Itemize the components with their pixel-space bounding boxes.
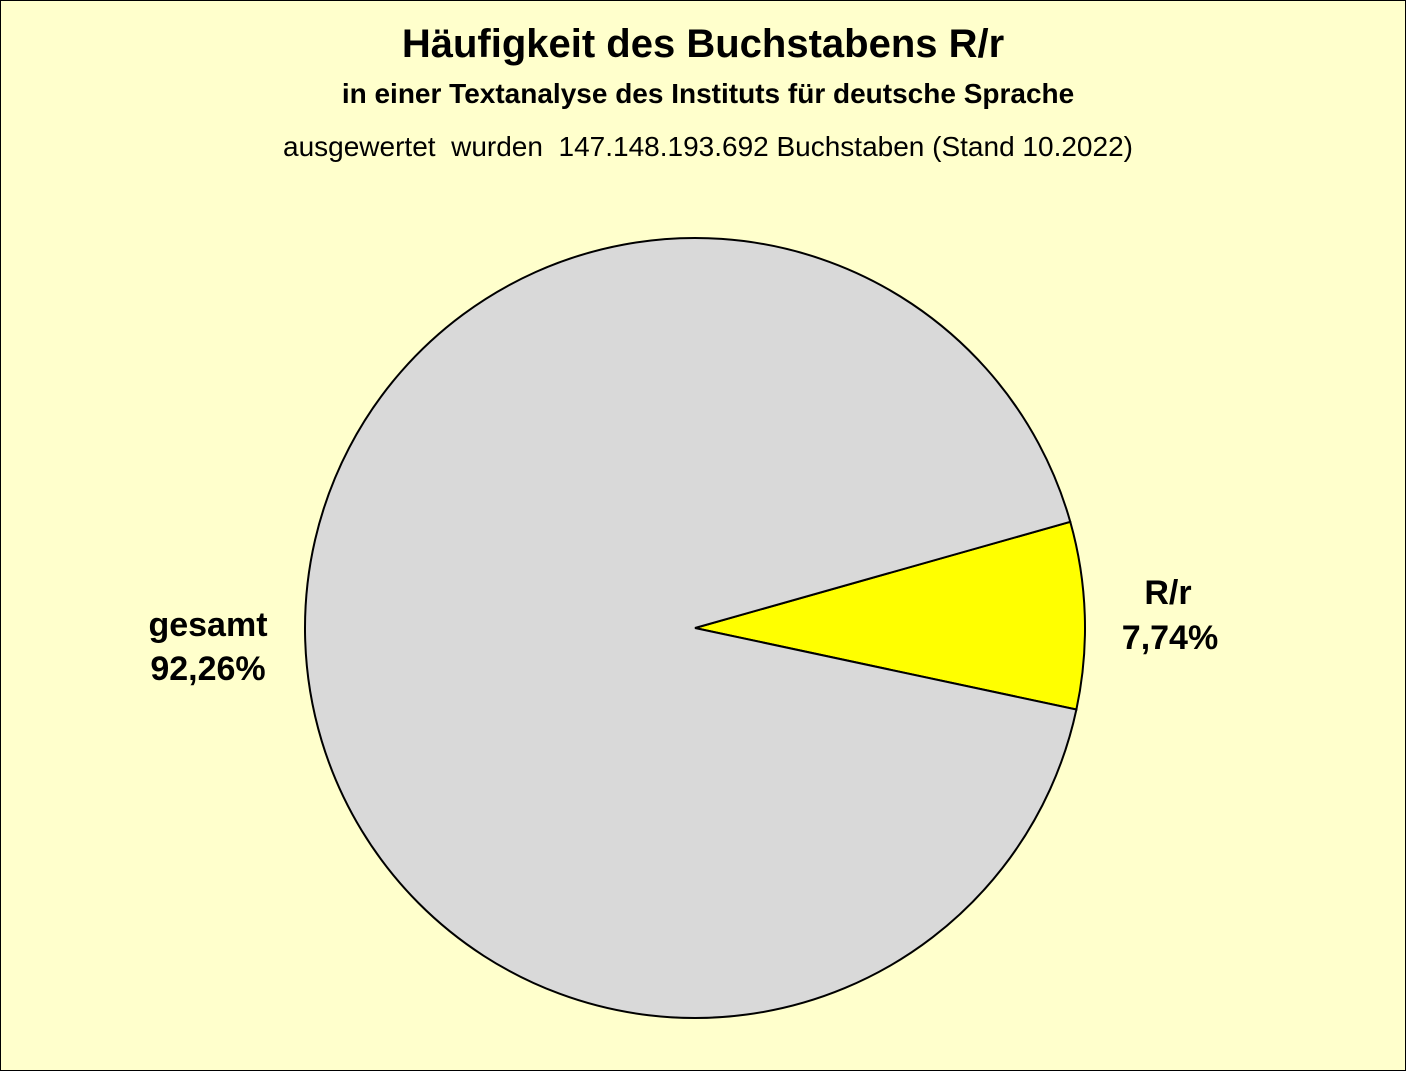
slice-value-gesamt: 92,26% xyxy=(150,650,265,688)
slice-value-rr: 7,74% xyxy=(1122,619,1218,657)
chart-title: Häufigkeit des Buchstabens R/r xyxy=(402,22,1004,66)
pie-slice-r-r xyxy=(694,520,1086,711)
slice-label-gesamt: gesamt xyxy=(148,606,267,644)
pie-slice-gesamt xyxy=(304,237,1078,1019)
chart-subtitle: in einer Textanalyse des Instituts für d… xyxy=(342,78,1074,109)
chart-note: ausgewertet wurden 147.148.193.692 Buchs… xyxy=(283,131,1133,162)
slice-label-rr: R/r xyxy=(1144,574,1191,612)
